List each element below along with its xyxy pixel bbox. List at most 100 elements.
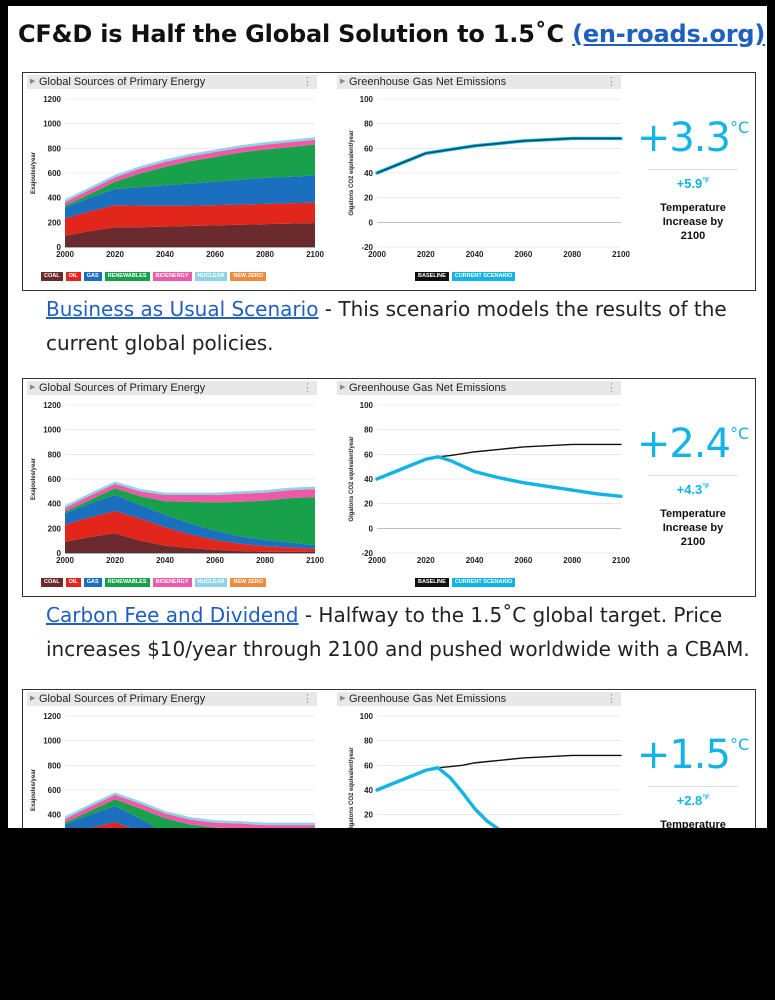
legend-item-oil[interactable]: OIL [65, 578, 81, 587]
emissions_panel-header: ▶ Greenhouse Gas Net Emissions ⋮ [337, 381, 621, 395]
emissions_panel-header: ▶ Greenhouse Gas Net Emissions ⋮ [337, 692, 621, 706]
page-title: CF&D is Half the Global Solution to 1.5˚… [18, 20, 766, 48]
panel-title: Greenhouse Gas Net Emissions [349, 693, 507, 705]
energy-chart: 0200400600800100012002000202020402060208… [31, 712, 315, 828]
y-axis-label: Exajoules/year [31, 151, 37, 194]
x-tick-label: 2020 [417, 250, 435, 259]
temp-celsius-unit: °C [729, 735, 750, 754]
temperature-box: +3.3°C +5.9°F Temperature Increase by 2100 [633, 115, 753, 243]
area-coal [65, 533, 315, 553]
legend-item-coal[interactable]: COAL [41, 272, 63, 281]
temp-celsius-unit: °C [729, 424, 750, 443]
y-tick-label: -20 [361, 549, 373, 558]
area-bioenergy [65, 139, 315, 206]
scenario-panel-carbon-fee: ▶ Global Sources of Primary Energy ⋮ 0 200 40… [22, 378, 756, 597]
y-tick-label: 800 [48, 144, 62, 153]
legend-item-nuclear[interactable]: NUCLEAR [194, 272, 228, 281]
y-tick-label: 1000 [43, 426, 61, 435]
business-as-usual-link[interactable]: Business as Usual Scenario [46, 297, 319, 321]
temp-label-line: Temperature [660, 819, 726, 828]
panel-title: Greenhouse Gas Net Emissions [349, 382, 507, 394]
legend-item-new-zero[interactable]: NEW ZERO [230, 578, 267, 587]
x-tick-label: 2060 [515, 250, 533, 259]
expand-triangle-icon[interactable]: ▶ [340, 78, 346, 85]
expand-triangle-icon[interactable]: ▶ [340, 695, 346, 702]
legend-item-current-scenario[interactable]: CURRENT SCENARIO [451, 578, 516, 587]
y-axis-label: Gigatons CO2 equivalent/year [349, 130, 355, 216]
panel-title: Global Sources of Primary Energy [39, 693, 206, 705]
legend-item-baseline[interactable]: BASELINE [415, 272, 449, 281]
more-options-icon[interactable]: ⋮ [302, 76, 313, 88]
line-baseline [376, 754, 622, 791]
more-options-icon[interactable]: ⋮ [606, 382, 617, 394]
temp-celsius-value: +1.5 [636, 732, 731, 778]
legend-item-baseline[interactable]: BASELINE [415, 578, 449, 587]
legend-item-bioenergy[interactable]: BIOENERGY [152, 272, 192, 281]
legend-item-gas[interactable]: GAS [83, 272, 102, 281]
en-roads-link[interactable]: (en-roads.org) [572, 20, 766, 48]
emissions-chart: -20020406080100200020202040206020802100G… [349, 712, 622, 828]
y-tick-label: 40 [364, 786, 373, 795]
area-nuclear [65, 792, 315, 826]
legend-item-renewables[interactable]: RENEWABLES [104, 578, 150, 587]
area-nuclear [65, 481, 315, 508]
energy_panel-header: ▶ Global Sources of Primary Energy ⋮ [27, 75, 317, 89]
y-tick-label: 800 [48, 761, 62, 770]
y-tick-label: 400 [48, 194, 62, 203]
expand-triangle-icon[interactable]: ▶ [30, 78, 36, 85]
x-tick-label: 2080 [256, 556, 274, 565]
area-bioenergy [65, 794, 315, 828]
expand-triangle-icon[interactable]: ▶ [30, 384, 36, 391]
legend-item-new-zero[interactable]: NEW ZERO [230, 272, 267, 281]
expand-triangle-icon[interactable]: ▶ [30, 695, 36, 702]
caption-carbon-fee: Carbon Fee and Dividend - Halfway to the… [46, 603, 750, 661]
y-tick-label: 1200 [43, 95, 61, 104]
energy-legend: COAL OIL GAS RENEWABLES BIOENERGY NUCLEAR NEW … [41, 272, 267, 281]
legend-item-gas[interactable]: GAS [83, 578, 102, 587]
scenario-panel-business-as-usual: ▶ Global Sources of Primary Energy ⋮ 0 200 40… [22, 72, 756, 291]
y-axis-label: Exajoules/year [31, 768, 37, 811]
area-renewables [65, 488, 315, 546]
area-gas [65, 175, 315, 219]
legend-item-current-scenario[interactable]: CURRENT SCENARIO [451, 272, 516, 281]
legend-item-bioenergy[interactable]: BIOENERGY [152, 578, 192, 587]
y-tick-label: 60 [364, 761, 373, 770]
legend-item-coal[interactable]: COAL [41, 578, 63, 587]
more-options-icon[interactable]: ⋮ [606, 693, 617, 705]
temp-fahrenheit-value: +5.9 [676, 176, 703, 191]
x-tick-label: 2080 [563, 556, 581, 565]
area-oil [90, 822, 131, 828]
expand-triangle-icon[interactable]: ▶ [340, 384, 346, 391]
y-tick-label: 200 [48, 524, 62, 533]
x-tick-label: 2080 [256, 250, 274, 259]
y-tick-label: 20 [364, 811, 373, 820]
panel-title: Global Sources of Primary Energy [39, 76, 206, 88]
legend-item-oil[interactable]: OIL [65, 272, 81, 281]
legend-item-renewables[interactable]: RENEWABLES [104, 272, 150, 281]
y-tick-label: 60 [364, 450, 373, 459]
carbon-fee-link[interactable]: Carbon Fee and Dividend [46, 603, 299, 627]
temp-fahrenheit: +4.3°F [648, 475, 738, 497]
temp-label-line: 2100 [680, 230, 706, 242]
y-tick-label: 100 [360, 401, 374, 410]
y-tick-label: 0 [57, 243, 62, 252]
caption-business-as-usual: Business as Usual Scenario - This scenar… [46, 297, 727, 355]
y-tick-label: 80 [364, 120, 373, 129]
y-tick-label: 80 [364, 737, 373, 746]
more-options-icon[interactable]: ⋮ [302, 382, 313, 394]
legend-item-nuclear[interactable]: NUCLEAR [194, 578, 228, 587]
y-tick-label: 0 [369, 524, 374, 533]
temp-label-line: Temperature [660, 508, 726, 520]
temp-fahrenheit: +5.9°F [648, 169, 738, 191]
more-options-icon[interactable]: ⋮ [606, 76, 617, 88]
temp-label-line: Increase by [662, 216, 724, 228]
area-renewables [65, 144, 315, 208]
temp-fahrenheit-unit: °F [702, 483, 710, 491]
x-tick-label: 2100 [612, 250, 630, 259]
y-axis-label: Gigatons CO2 equivalent/year [349, 436, 355, 522]
temp-label-line: 2100 [680, 536, 706, 548]
more-options-icon[interactable]: ⋮ [302, 693, 313, 705]
temperature-box: +2.4°C +4.3°F Temperature Increase by 2100 [633, 421, 753, 549]
